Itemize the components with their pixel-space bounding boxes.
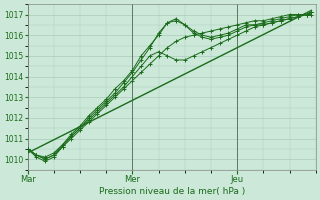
X-axis label: Pression niveau de la mer( hPa ): Pression niveau de la mer( hPa ) [99, 187, 245, 196]
